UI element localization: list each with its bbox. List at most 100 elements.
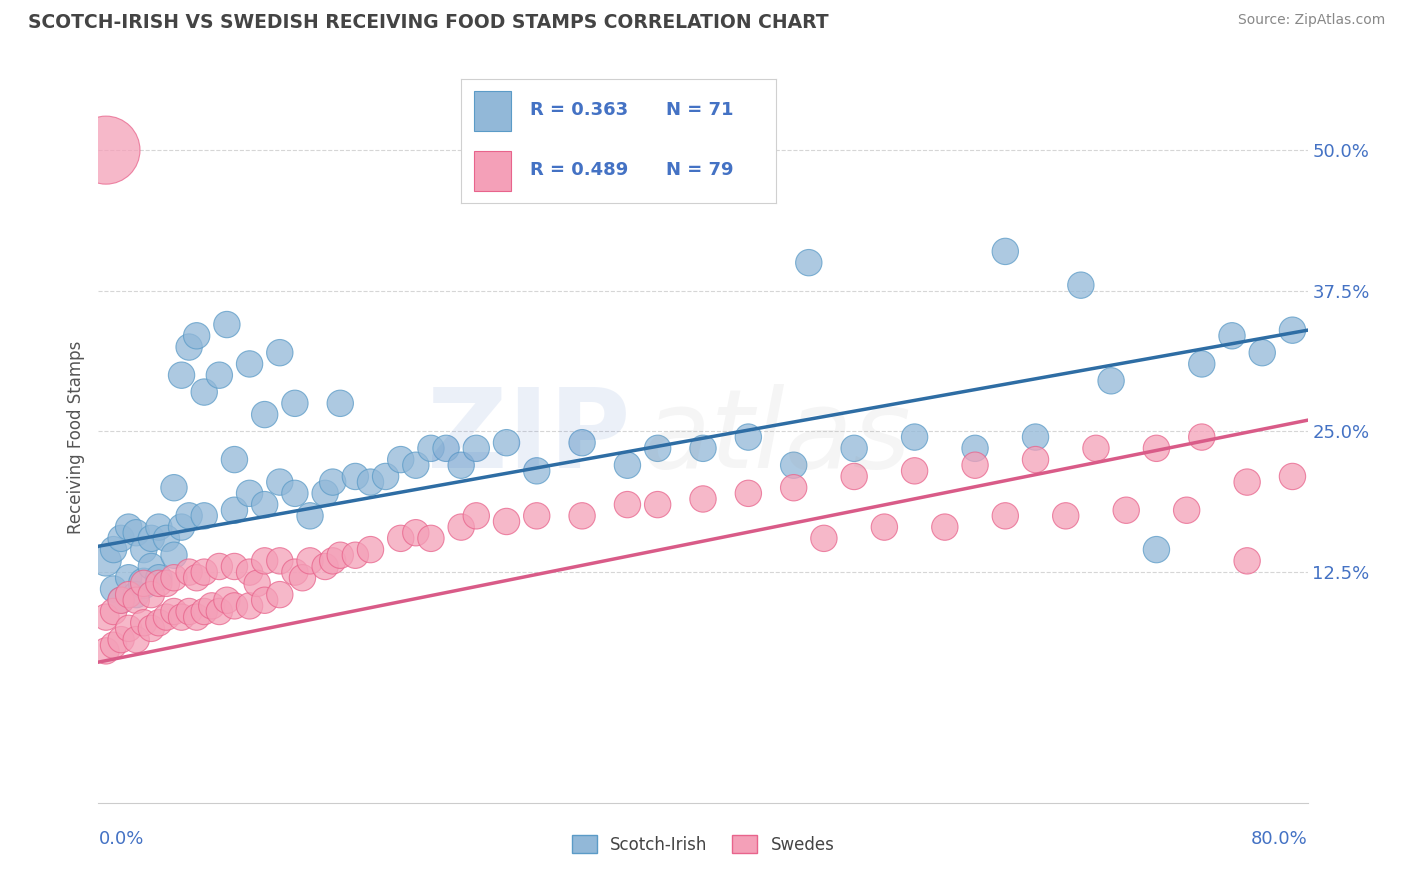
Point xyxy=(269,554,291,568)
Point xyxy=(284,565,307,579)
Point xyxy=(201,599,224,613)
Point xyxy=(616,458,638,473)
Point xyxy=(934,520,956,534)
Point xyxy=(208,605,231,619)
Point xyxy=(1220,328,1243,343)
Point xyxy=(737,430,759,444)
Y-axis label: Receiving Food Stamps: Receiving Food Stamps xyxy=(66,341,84,533)
Point xyxy=(141,588,163,602)
Point xyxy=(526,464,548,478)
Point xyxy=(450,458,472,473)
Point xyxy=(405,525,427,540)
Point xyxy=(571,435,593,450)
Point xyxy=(571,508,593,523)
Point xyxy=(797,255,820,269)
Point xyxy=(193,565,215,579)
Point xyxy=(208,368,231,383)
Point xyxy=(737,486,759,500)
Point xyxy=(374,469,396,483)
Point xyxy=(110,532,132,546)
Point xyxy=(253,498,276,512)
Point xyxy=(1115,503,1137,517)
Point xyxy=(269,475,291,489)
Point xyxy=(163,481,186,495)
Point xyxy=(783,481,806,495)
Point xyxy=(1281,323,1303,337)
Point xyxy=(118,621,141,635)
Point xyxy=(344,548,367,562)
Point xyxy=(163,571,186,585)
Point xyxy=(155,610,177,624)
Point xyxy=(783,458,806,473)
Point xyxy=(179,605,201,619)
Point xyxy=(360,542,382,557)
Point xyxy=(103,638,125,652)
Text: atlas: atlas xyxy=(643,384,911,491)
Point xyxy=(844,442,866,456)
Point xyxy=(389,452,412,467)
Point xyxy=(125,632,148,647)
Point xyxy=(132,615,155,630)
Point xyxy=(389,532,412,546)
Text: SCOTCH-IRISH VS SWEDISH RECEIVING FOOD STAMPS CORRELATION CHART: SCOTCH-IRISH VS SWEDISH RECEIVING FOOD S… xyxy=(28,13,828,32)
Point xyxy=(1251,345,1274,359)
Point xyxy=(246,576,269,591)
Point xyxy=(215,318,238,332)
Point xyxy=(103,542,125,557)
Point xyxy=(193,508,215,523)
Point xyxy=(314,559,336,574)
Point xyxy=(434,442,457,456)
Point xyxy=(253,593,276,607)
Point xyxy=(148,615,170,630)
Point xyxy=(1099,374,1122,388)
Point xyxy=(904,430,927,444)
Point xyxy=(420,442,443,456)
Point xyxy=(239,486,262,500)
Point xyxy=(344,469,367,483)
Text: Source: ZipAtlas.com: Source: ZipAtlas.com xyxy=(1237,13,1385,28)
Point xyxy=(148,571,170,585)
Point xyxy=(148,520,170,534)
Point xyxy=(132,576,155,591)
Point xyxy=(495,435,517,450)
Point xyxy=(141,559,163,574)
Point xyxy=(813,532,835,546)
Point xyxy=(1054,508,1077,523)
Point xyxy=(239,565,262,579)
Point xyxy=(215,593,238,607)
Point xyxy=(224,599,246,613)
Point xyxy=(299,508,322,523)
Point xyxy=(125,525,148,540)
Point xyxy=(692,491,714,506)
Point xyxy=(118,588,141,602)
Point xyxy=(141,621,163,635)
Point xyxy=(965,458,987,473)
Point xyxy=(495,515,517,529)
Point xyxy=(155,532,177,546)
Text: 0.0%: 0.0% xyxy=(98,830,143,848)
Point xyxy=(94,610,117,624)
Point xyxy=(186,328,208,343)
Point xyxy=(1191,357,1213,371)
Point xyxy=(1070,278,1092,293)
Point xyxy=(94,644,117,658)
Point xyxy=(253,554,276,568)
Point xyxy=(224,503,246,517)
Point xyxy=(118,520,141,534)
Point xyxy=(186,571,208,585)
Point xyxy=(193,605,215,619)
Point xyxy=(284,486,307,500)
Point xyxy=(239,357,262,371)
Point xyxy=(1175,503,1198,517)
Point xyxy=(1236,475,1258,489)
Point xyxy=(170,610,193,624)
Point xyxy=(965,442,987,456)
Point xyxy=(1144,442,1167,456)
Point xyxy=(94,554,117,568)
Point xyxy=(239,599,262,613)
Point xyxy=(314,486,336,500)
Point xyxy=(103,605,125,619)
Text: 80.0%: 80.0% xyxy=(1251,830,1308,848)
Point xyxy=(170,520,193,534)
Point xyxy=(322,475,344,489)
